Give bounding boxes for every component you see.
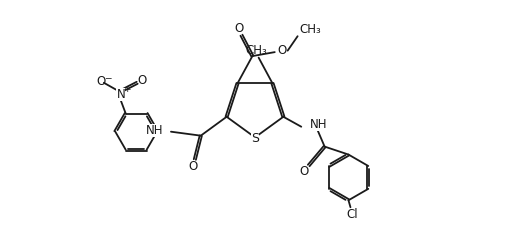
Text: +: + [123, 85, 130, 94]
Text: O: O [234, 22, 244, 35]
Text: S: S [250, 132, 259, 145]
Text: Cl: Cl [346, 208, 357, 221]
Text: O: O [299, 165, 308, 178]
Text: O: O [96, 75, 105, 88]
Text: O: O [137, 74, 147, 87]
Text: CH₃: CH₃ [299, 23, 321, 36]
Text: −: − [104, 73, 111, 82]
Text: N: N [116, 88, 125, 101]
Text: NH: NH [309, 118, 327, 131]
Text: NH: NH [146, 124, 163, 137]
Text: O: O [276, 44, 286, 57]
Text: O: O [188, 161, 197, 173]
Text: CH₃: CH₃ [245, 44, 267, 57]
